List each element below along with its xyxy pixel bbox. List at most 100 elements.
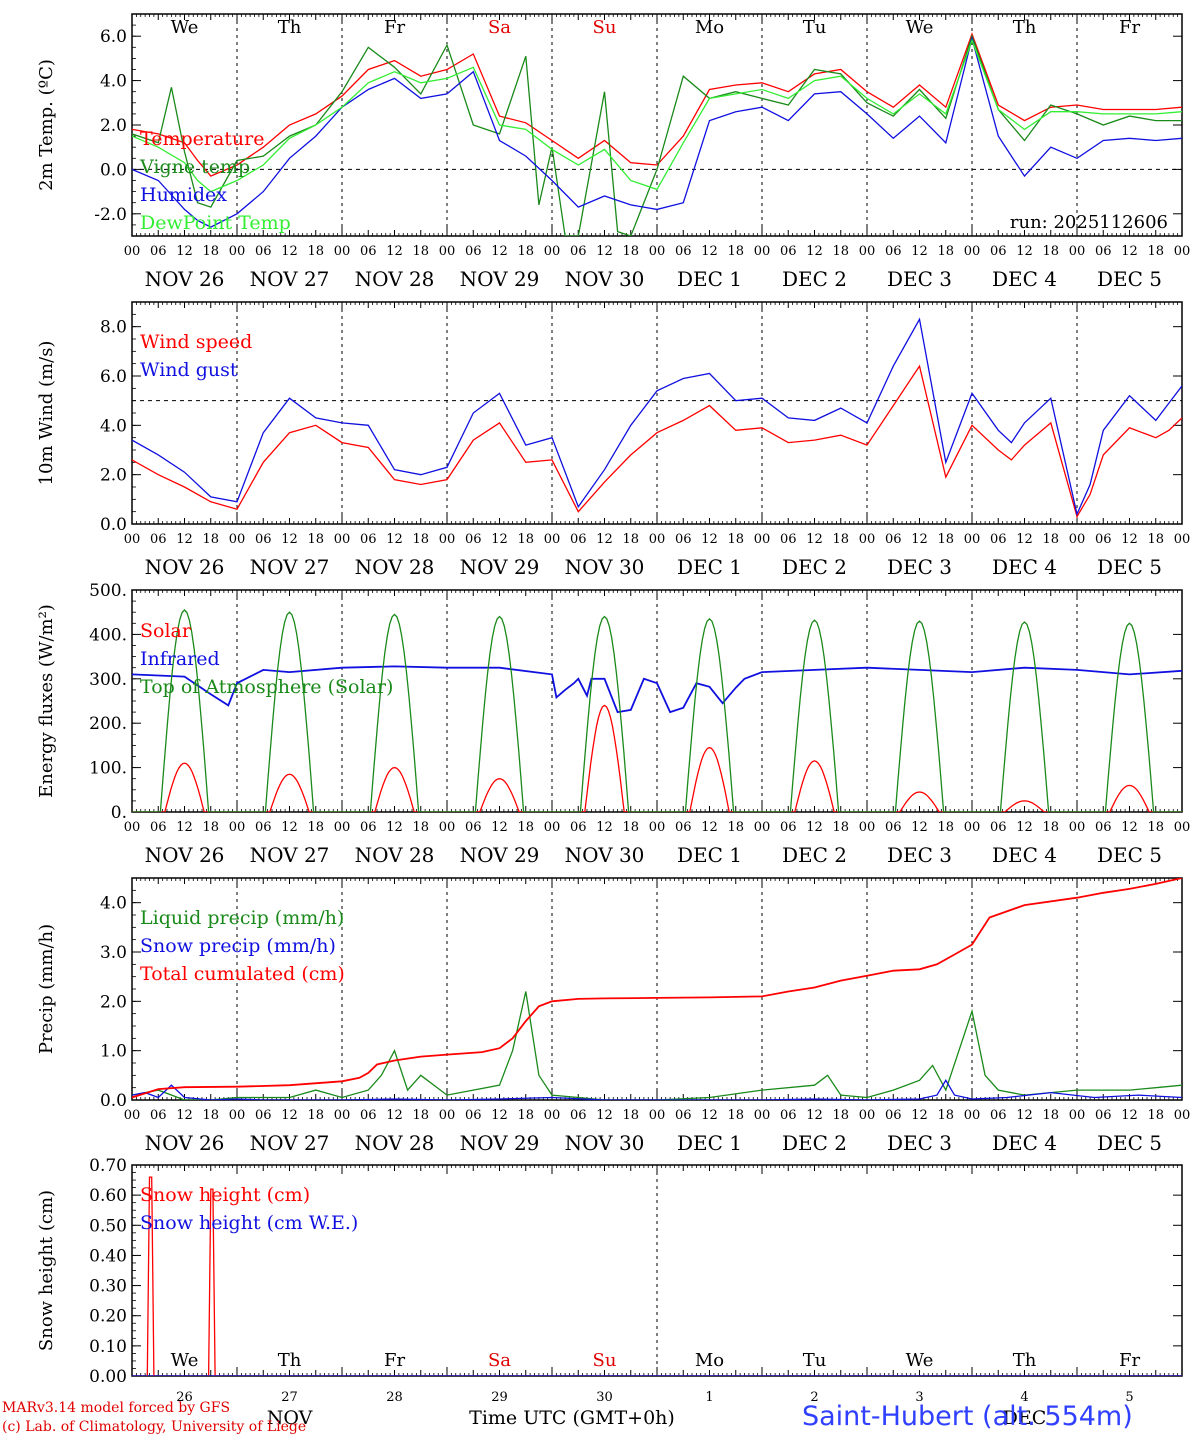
temp-legend-item: Vigne temp bbox=[139, 156, 250, 178]
hour-tick-label: 12 bbox=[1016, 820, 1033, 835]
hour-tick-label: 18 bbox=[727, 1108, 744, 1123]
hour-tick-label: 00 bbox=[334, 820, 351, 835]
hour-tick-label: 18 bbox=[307, 532, 324, 547]
hour-tick-label: 06 bbox=[675, 532, 692, 547]
hour-tick-label: 18 bbox=[412, 820, 429, 835]
hour-tick-label: 06 bbox=[885, 532, 902, 547]
date-label: NOV 30 bbox=[565, 555, 645, 579]
precip-series-total-cumulated-cm- bbox=[132, 878, 1182, 1099]
hour-tick-label: 00 bbox=[439, 532, 456, 547]
temp-legend-item: Temperature bbox=[140, 128, 264, 150]
precip-legend-item: Liquid precip (mm/h) bbox=[140, 907, 344, 929]
date-label: DEC 3 bbox=[887, 267, 952, 291]
hour-tick-label: 12 bbox=[1121, 532, 1138, 547]
hour-tick-label: 06 bbox=[570, 1108, 587, 1123]
energy-ytick-label: 500. bbox=[89, 581, 127, 601]
precip-ytick-label: 3.0 bbox=[100, 943, 127, 963]
hour-tick-label: 00 bbox=[964, 1108, 981, 1123]
hour-tick-label: 06 bbox=[465, 1108, 482, 1123]
hour-tick-label: 06 bbox=[255, 1108, 272, 1123]
date-label: NOV 27 bbox=[250, 555, 330, 579]
date-label: NOV 27 bbox=[250, 843, 330, 867]
date-label: DEC 5 bbox=[1097, 843, 1162, 867]
energy-series-solar bbox=[132, 704, 1182, 812]
wind-series-wind-gust bbox=[132, 317, 1182, 517]
hour-tick-label: 12 bbox=[1121, 244, 1138, 259]
panel-temp: -2.0 0.0 2.0 4.0 6.0 2m Temp. (ºC) Temperature… bbox=[36, 13, 1190, 291]
date-label: DEC 2 bbox=[782, 1131, 847, 1155]
hour-tick-label: 00 bbox=[124, 1108, 141, 1123]
panel-snow: 0.00 0.10 0.20 0.30 0.40 0.50 0.60 0.70 Snow hei… bbox=[36, 1156, 1183, 1387]
panel-energy: 0. 100. 200. 300. 400. 500. Energy fluxes (W/m… bbox=[36, 581, 1190, 867]
hour-tick-label: 00 bbox=[649, 532, 666, 547]
hour-tick-label: 00 bbox=[649, 1108, 666, 1123]
energy-plot-frame bbox=[131, 589, 1183, 813]
hour-tick-label: 00 bbox=[544, 1108, 561, 1123]
hour-tick-label: 18 bbox=[937, 820, 954, 835]
hour-tick-label: 00 bbox=[964, 820, 981, 835]
hour-tick-label: 18 bbox=[832, 244, 849, 259]
hour-tick-label: 06 bbox=[675, 1108, 692, 1123]
date-label: DEC 3 bbox=[887, 1131, 952, 1155]
hour-tick-label: 06 bbox=[255, 532, 272, 547]
weekday-label: Sa bbox=[488, 17, 511, 38]
hour-tick-label: 12 bbox=[1121, 1108, 1138, 1123]
panel-precip: 0.0 1.0 2.0 3.0 4.0 Precip (mm/h) Liquid preci… bbox=[36, 877, 1190, 1155]
precip-y-axis-title: Precip (mm/h) bbox=[36, 924, 57, 1054]
hour-tick-label: 06 bbox=[990, 820, 1007, 835]
hour-tick-label: 18 bbox=[622, 1108, 639, 1123]
date-label: DEC 5 bbox=[1097, 1131, 1162, 1155]
day-number-label: 28 bbox=[386, 1390, 403, 1405]
precip-ytick-label: 0.0 bbox=[100, 1091, 127, 1111]
date-label: NOV 26 bbox=[145, 1131, 225, 1155]
hour-tick-label: 00 bbox=[754, 1108, 771, 1123]
energy-legend-item: Solar bbox=[140, 620, 192, 642]
date-label: NOV 29 bbox=[460, 267, 540, 291]
station-title: Saint-Hubert (alt. 554m) bbox=[802, 1401, 1133, 1432]
precip-ytick-label: 4.0 bbox=[100, 894, 127, 914]
hour-tick-label: 12 bbox=[701, 532, 718, 547]
hour-tick-label: 18 bbox=[517, 532, 534, 547]
snow-ytick-label: 0.40 bbox=[89, 1246, 127, 1266]
precip-series-snow-precip-mm-h- bbox=[132, 1079, 1182, 1100]
hour-tick-label: 06 bbox=[570, 532, 587, 547]
hour-tick-label: 12 bbox=[701, 1108, 718, 1123]
hour-tick-label: 06 bbox=[360, 1108, 377, 1123]
hour-tick-label: 06 bbox=[1095, 820, 1112, 835]
hour-tick-label: 00 bbox=[1069, 820, 1086, 835]
hour-tick-label: 06 bbox=[885, 244, 902, 259]
weekday-label: Tu bbox=[803, 17, 827, 38]
hour-tick-label: 00 bbox=[124, 820, 141, 835]
hour-tick-label: 12 bbox=[911, 1108, 928, 1123]
hour-tick-label: 06 bbox=[780, 244, 797, 259]
energy-legend-item: Top of Atmosphere (Solar) bbox=[140, 676, 393, 698]
hour-tick-label: 12 bbox=[911, 532, 928, 547]
hour-tick-label: 06 bbox=[465, 820, 482, 835]
hour-tick-label: 18 bbox=[1147, 244, 1164, 259]
hour-tick-label: 06 bbox=[675, 244, 692, 259]
temp-y-axis-title: 2m Temp. (ºC) bbox=[36, 59, 57, 191]
hour-tick-label: 12 bbox=[596, 820, 613, 835]
hour-tick-label: 00 bbox=[229, 1108, 246, 1123]
hour-tick-label: 00 bbox=[439, 820, 456, 835]
snow-ytick-label: 0.30 bbox=[89, 1277, 127, 1297]
hour-tick-label: 00 bbox=[229, 244, 246, 259]
hour-tick-label: 06 bbox=[255, 820, 272, 835]
hour-tick-label: 00 bbox=[1069, 244, 1086, 259]
hour-tick-label: 06 bbox=[1095, 244, 1112, 259]
weekday-label: Th bbox=[1013, 1350, 1037, 1371]
hour-tick-label: 12 bbox=[491, 532, 508, 547]
x-axis-title: Time UTC (GMT+0h) bbox=[469, 1407, 675, 1429]
hour-tick-label: 00 bbox=[334, 532, 351, 547]
hour-tick-label: 12 bbox=[281, 1108, 298, 1123]
hour-tick-label: 12 bbox=[1016, 1108, 1033, 1123]
snow-ytick-label: 0.50 bbox=[89, 1216, 127, 1236]
date-label: NOV 29 bbox=[460, 555, 540, 579]
hour-tick-label: 12 bbox=[386, 244, 403, 259]
hour-tick-label: 18 bbox=[727, 820, 744, 835]
date-label: NOV 28 bbox=[355, 555, 435, 579]
credit-model-text: MARv3.14 model forced by GFS bbox=[2, 1400, 231, 1416]
wind-y-axis-title: 10m Wind (m/s) bbox=[36, 341, 57, 486]
weekday-label: We bbox=[171, 1350, 199, 1371]
